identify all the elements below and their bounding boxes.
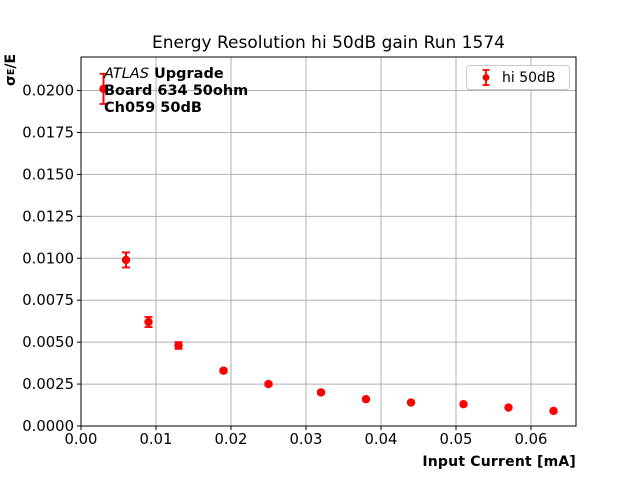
annotation-line-2: Board 634 50ohm xyxy=(104,83,249,99)
y-tick-label: 0.0150 xyxy=(22,166,74,183)
x-tick-label: 0.04 xyxy=(365,431,398,448)
data-point-marker xyxy=(264,379,273,389)
legend-errorbar-icon xyxy=(482,69,490,86)
y-axis-label-suffix: /E xyxy=(3,53,19,69)
annotation-line-3: Ch059 50dB xyxy=(104,100,202,116)
x-tick-label: 0.03 xyxy=(290,431,323,448)
legend-label: hi 50dB xyxy=(502,69,556,86)
data-point-marker xyxy=(459,399,468,409)
data-point-marker xyxy=(406,398,416,407)
data-point-marker xyxy=(219,366,228,375)
x-axis-label: Input Current [mA] xyxy=(422,454,576,470)
data-point-marker xyxy=(99,84,108,94)
data-point-marker xyxy=(121,255,131,265)
y-tick-label: 0.0125 xyxy=(22,208,74,225)
y-tick-label: 0.0100 xyxy=(22,250,74,267)
data-point-marker xyxy=(504,403,513,412)
x-tick-label: 0.05 xyxy=(440,431,473,448)
x-tick-label: 0.00 xyxy=(65,431,98,448)
y-axis-label-subscript: E xyxy=(5,68,17,76)
x-tick-label: 0.02 xyxy=(215,431,248,448)
legend-box: hi 50dB xyxy=(466,65,570,90)
y-tick-label: 0.0050 xyxy=(22,334,74,351)
annotation-block: ATLAS Upgrade Board 634 50ohm Ch059 50dB xyxy=(104,66,248,117)
y-tick-label: 0.0000 xyxy=(22,418,74,435)
plot-border xyxy=(80,56,577,427)
data-point-marker xyxy=(361,394,371,404)
x-tick-label: 0.06 xyxy=(515,431,548,448)
x-tick-label: 0.01 xyxy=(140,431,173,448)
chart-title: Energy Resolution hi 50dB gain Run 1574 xyxy=(152,33,505,53)
data-point-marker xyxy=(549,406,558,416)
y-axis-label-sigma: σ xyxy=(3,75,19,87)
data-point-marker xyxy=(174,341,183,350)
y-tick-label: 0.0200 xyxy=(22,83,74,100)
annotation-upgrade-text: Upgrade xyxy=(148,66,224,82)
y-tick-label: 0.0175 xyxy=(22,124,74,141)
data-point-marker xyxy=(316,388,326,397)
annotation-line-1: ATLAS Upgrade xyxy=(104,66,248,83)
y-tick-label: 0.0025 xyxy=(22,376,74,393)
y-tick-label: 0.0075 xyxy=(22,292,74,309)
y-axis-label: σ E/E xyxy=(1,46,21,94)
data-point-marker xyxy=(144,317,153,327)
annotation-atlas-text: ATLAS xyxy=(104,66,149,82)
